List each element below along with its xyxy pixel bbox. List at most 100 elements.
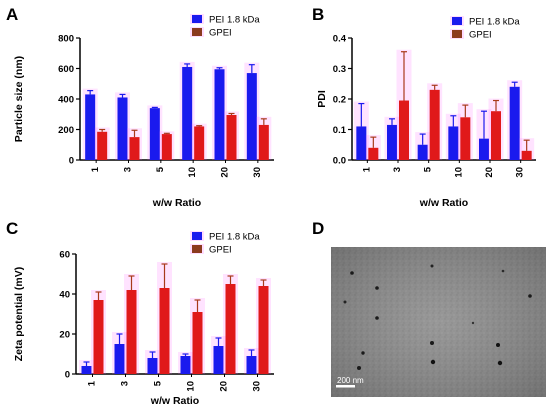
pei-bar bbox=[479, 138, 489, 160]
panel-letter-b: B bbox=[312, 5, 324, 24]
y-tick-label: 0.4 bbox=[333, 34, 347, 45]
x-tick-label: 3 bbox=[392, 167, 403, 172]
x-tick-label: 5 bbox=[423, 166, 434, 172]
scale-bar-label: 200 nm bbox=[337, 376, 364, 385]
particle-size-chart: 0 200 400 600 800 1 3 5 10 20 30 w/w Ratio Particle … bbox=[13, 14, 274, 209]
legend-swatch bbox=[192, 245, 202, 253]
nanoparticle bbox=[528, 294, 532, 298]
gpei-bar bbox=[225, 284, 236, 374]
gpei-bar bbox=[491, 111, 501, 160]
pei-bar bbox=[246, 356, 257, 374]
pei-bar bbox=[448, 126, 459, 160]
nanoparticles bbox=[343, 264, 532, 370]
x-tick-label: 30 bbox=[252, 167, 263, 178]
panel-letter-d: D bbox=[312, 219, 324, 238]
gpei-bar bbox=[159, 288, 170, 374]
gpei-bar bbox=[429, 89, 440, 160]
nanoparticle bbox=[501, 269, 505, 273]
y-tick-label: 400 bbox=[58, 95, 74, 106]
legend-swatch bbox=[192, 15, 202, 23]
y-tick-label: 0.3 bbox=[333, 64, 346, 75]
y-tick-label: 0.2 bbox=[333, 95, 346, 106]
pei-bar bbox=[81, 366, 92, 374]
x-tick-label: 3 bbox=[120, 381, 131, 386]
nanoparticle bbox=[430, 341, 434, 345]
pei-bar bbox=[182, 66, 193, 160]
legend-label: PEI 1.8 kDa bbox=[209, 232, 260, 243]
x-tick-label: 10 bbox=[453, 167, 464, 178]
gpei-bar bbox=[460, 117, 471, 160]
pei-bar bbox=[246, 73, 257, 160]
legend-label: GPEI bbox=[209, 245, 232, 256]
y-tick-label: 0 bbox=[65, 370, 70, 381]
gpei-bar bbox=[258, 286, 269, 374]
pei-bar bbox=[147, 358, 158, 374]
y-tick-label: 0.0 bbox=[333, 156, 346, 167]
gpei-bar bbox=[226, 115, 237, 160]
x-tick-label: 30 bbox=[252, 381, 263, 392]
pei-bar bbox=[213, 346, 224, 374]
pei-bar bbox=[117, 97, 128, 160]
y-axis-title: Particle size (nm) bbox=[13, 56, 25, 142]
pei-bar bbox=[149, 108, 160, 160]
x-tick-label: 3 bbox=[123, 167, 134, 172]
pei-bar bbox=[85, 94, 96, 160]
y-tick-label: 800 bbox=[58, 34, 74, 45]
gpei-bar bbox=[194, 126, 205, 160]
gpei-bar bbox=[93, 300, 104, 374]
nanoparticle bbox=[430, 359, 436, 365]
x-axis-title: w/w Ratio bbox=[152, 197, 201, 209]
zeta-potential-chart: 0 20 40 60 1 3 5 10 20 30 w/w Ratio Zeta potential … bbox=[13, 231, 274, 407]
x-tick-label: 10 bbox=[186, 381, 197, 392]
x-tick-label: 5 bbox=[153, 380, 164, 386]
nanoparticle bbox=[343, 300, 347, 304]
gpei-bar bbox=[97, 131, 108, 160]
legend-label: GPEI bbox=[209, 28, 232, 39]
pei-bar bbox=[356, 126, 367, 160]
gpei-bar bbox=[161, 134, 172, 160]
nanoparticle bbox=[496, 343, 500, 347]
pei-bar bbox=[509, 86, 520, 160]
pei-bar bbox=[387, 124, 397, 160]
micrograph-shading bbox=[331, 247, 546, 397]
y-axis-title: PDI bbox=[316, 90, 328, 108]
gpei-bar bbox=[192, 312, 203, 374]
y-tick-label: 600 bbox=[58, 64, 74, 75]
nanoparticle bbox=[375, 286, 379, 290]
panel-letter-c: C bbox=[6, 219, 18, 238]
gpei-bar bbox=[521, 150, 532, 160]
legend-swatch bbox=[452, 30, 462, 38]
gpei-bar bbox=[258, 124, 269, 160]
x-tick-label: 5 bbox=[155, 166, 166, 172]
nanoparticle bbox=[361, 351, 365, 355]
gpei-bar bbox=[399, 100, 409, 160]
legend-label: PEI 1.8 kDa bbox=[469, 17, 520, 28]
y-tick-label: 0.1 bbox=[333, 125, 347, 136]
y-tick-label: 200 bbox=[58, 125, 74, 136]
nanoparticle bbox=[471, 321, 475, 325]
tem-micrograph: 200 nm bbox=[331, 247, 546, 397]
legend-label: GPEI bbox=[469, 30, 492, 41]
gpei-bar bbox=[368, 147, 379, 160]
nanoparticle bbox=[357, 366, 361, 370]
legend-swatch bbox=[452, 17, 462, 25]
legend-swatch bbox=[192, 28, 202, 36]
x-axis-title: w/w Ratio bbox=[419, 197, 468, 209]
x-tick-label: 20 bbox=[484, 167, 495, 178]
x-tick-label: 1 bbox=[87, 380, 98, 386]
nanoparticle bbox=[375, 316, 379, 320]
x-axis-title: w/w Ratio bbox=[150, 395, 199, 407]
y-tick-label: 40 bbox=[59, 290, 70, 301]
y-tick-label: 20 bbox=[59, 330, 70, 341]
y-tick-label: 0 bbox=[69, 156, 74, 167]
gpei-bar bbox=[126, 290, 137, 374]
x-tick-label: 20 bbox=[220, 167, 231, 178]
gpei-bar bbox=[129, 137, 140, 160]
legend-label: PEI 1.8 kDa bbox=[209, 15, 260, 26]
nanoparticle bbox=[350, 271, 354, 275]
panel-letter-a: A bbox=[6, 5, 18, 24]
x-tick-label: 30 bbox=[515, 167, 526, 178]
y-tick-label: 60 bbox=[59, 250, 70, 261]
